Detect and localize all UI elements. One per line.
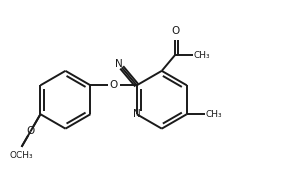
- Text: O: O: [171, 26, 179, 36]
- Text: N: N: [133, 109, 141, 119]
- Text: O: O: [109, 80, 118, 90]
- Text: CH₃: CH₃: [205, 110, 222, 119]
- Text: O: O: [27, 126, 35, 136]
- Text: CH₃: CH₃: [194, 51, 210, 60]
- Text: N: N: [115, 59, 122, 69]
- Text: OCH₃: OCH₃: [10, 151, 33, 160]
